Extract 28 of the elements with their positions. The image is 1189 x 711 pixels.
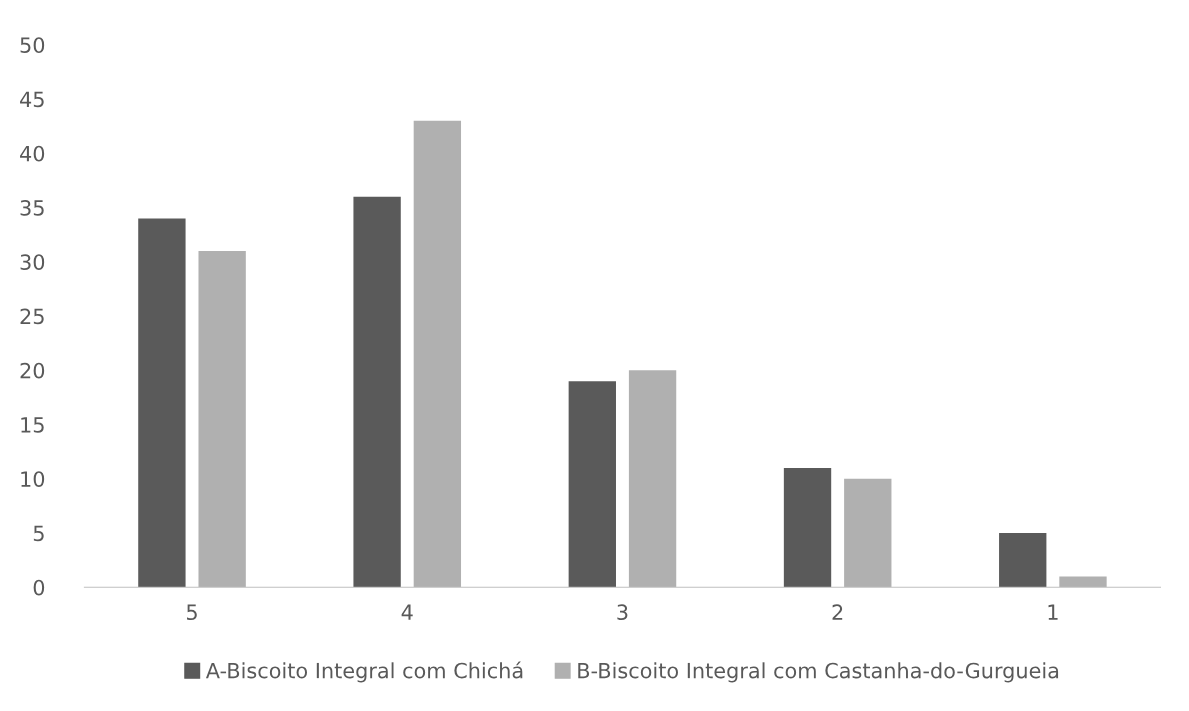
x-tick-label: 4	[401, 604, 413, 620]
y-tick-label: 15	[21, 417, 44, 433]
bar	[1059, 576, 1107, 588]
y-tick-label: 20	[20, 362, 45, 379]
bar	[138, 218, 186, 588]
bar	[198, 250, 246, 588]
y-tick-label: 30	[20, 254, 45, 270]
bar	[413, 120, 462, 588]
y-tick-label: 10	[21, 471, 45, 487]
bar	[568, 381, 616, 588]
legend-label: B-Biscoito Integral com Castanha-do-Gurgueia	[578, 662, 1059, 683]
y-tick-label: 40	[20, 145, 45, 162]
y-tick-label: 50	[20, 37, 45, 53]
y-tick-label: 0	[33, 579, 45, 596]
legend-label: A-Biscoito Integral com Chichá	[205, 661, 523, 683]
bar	[844, 478, 892, 588]
x-tick-label: 1	[1048, 604, 1058, 620]
x-tick-label: 3	[617, 604, 628, 621]
bar	[999, 533, 1047, 588]
bar	[628, 370, 677, 588]
y-tick-label: 5	[33, 525, 44, 542]
y-tick-label: 35	[20, 199, 44, 216]
x-tick-label: 5	[187, 604, 197, 621]
y-tick-label: 25	[20, 308, 44, 325]
bar	[353, 196, 401, 588]
bar	[783, 467, 832, 588]
x-tick-label: 2	[832, 604, 843, 620]
y-tick-label: 45	[20, 91, 44, 108]
